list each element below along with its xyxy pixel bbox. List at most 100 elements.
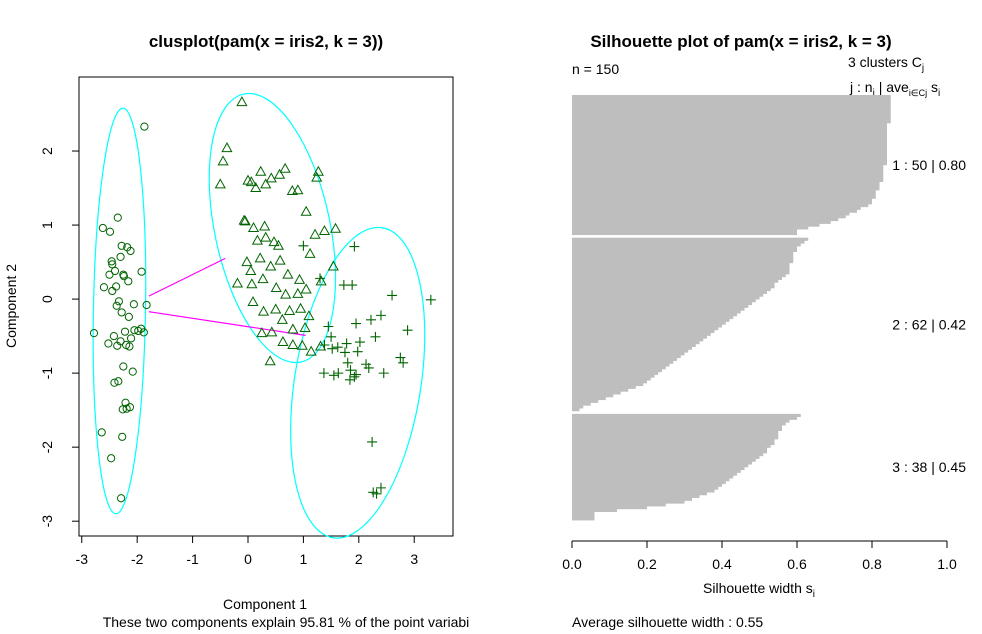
silhouette-bar-cluster-3 — [572, 483, 722, 487]
silhouette-bar-cluster-1 — [572, 203, 869, 208]
silhouette-bar-cluster-3 — [572, 416, 797, 420]
silhouette-bar-cluster-2 — [572, 318, 730, 322]
silhouette-bar-cluster-1 — [572, 195, 876, 199]
silhouette-bar-cluster-3 — [572, 475, 734, 479]
cluster-1-point — [125, 403, 135, 412]
cluster-1-point — [108, 286, 117, 296]
y-tick-label: 0 — [39, 295, 55, 303]
silhouette-bar-cluster-1 — [572, 162, 887, 166]
silhouette-bar-cluster-3 — [572, 452, 764, 457]
cluster-2-point — [274, 254, 286, 265]
silhouette-bar-cluster-2 — [572, 332, 711, 336]
silhouette-bar-cluster-3 — [572, 472, 737, 476]
silhouette-bar-cluster-1 — [572, 164, 884, 169]
silhouette-bar-cluster-2 — [572, 391, 621, 395]
cluster-2-point — [300, 205, 312, 216]
cluster-1-point — [125, 342, 134, 351]
cluster-3-point — [375, 310, 386, 321]
silhouette-bar-cluster-2 — [572, 329, 715, 334]
cluster-1-point — [112, 282, 121, 291]
silhouette-bar-cluster-2 — [572, 366, 666, 370]
silhouette-bar-cluster-2 — [572, 368, 662, 373]
silhouette-bar-cluster-2 — [572, 313, 737, 317]
silhouette-bar-cluster-3 — [572, 489, 715, 493]
connecting-line-1 — [148, 257, 226, 297]
cluster-3-point — [378, 368, 389, 379]
silhouette-bar-cluster-2 — [572, 268, 790, 272]
silhouette-bar-cluster-2 — [572, 262, 790, 266]
cluster-2-point — [279, 162, 291, 173]
silhouette-bar-cluster-2 — [572, 310, 741, 314]
silhouette-x-axis: 0.0 0.2 0.4 0.6 0.8 1.0 — [562, 540, 957, 572]
cluster-2-point — [287, 323, 299, 334]
cluster-1-point — [117, 308, 126, 317]
silhouette-bar-cluster-2 — [572, 304, 749, 308]
cluster-1-point — [142, 300, 151, 310]
cluster-2-label: 2 : 62 | 0.42 — [892, 316, 966, 332]
silhouette-bar-cluster-3 — [572, 480, 726, 485]
cluster-1-point — [110, 378, 119, 387]
cluster-2-point — [280, 288, 292, 299]
silhouette-bar-cluster-2 — [572, 282, 775, 286]
silhouette-bar-cluster-3 — [572, 447, 767, 451]
silhouette-bar-cluster-1 — [572, 134, 887, 138]
cluster-1-point — [105, 227, 115, 236]
cluster-3-point — [387, 290, 398, 301]
cluster-1-point — [126, 246, 135, 256]
cluster-2-point — [264, 355, 276, 366]
cluster-3-point — [370, 331, 381, 342]
silhouette-x-tick-label: 1.0 — [937, 556, 957, 572]
silhouette-bar-cluster-1 — [572, 148, 887, 152]
x-tick-label: -3 — [76, 551, 89, 567]
silhouette-bar-cluster-2 — [572, 380, 647, 384]
silhouette-bar-cluster-1 — [572, 100, 891, 104]
clusplot-panel: clusplot(pam(x = iris2, k = 3)) -3 -2 -1 0 1… — [3, 32, 469, 630]
silhouette-bar-cluster-2 — [572, 335, 707, 339]
cluster-3-point — [298, 240, 309, 251]
silhouette-bar-cluster-2 — [572, 265, 790, 269]
silhouette-bar-cluster-1 — [572, 231, 797, 236]
silhouette-panel: Silhouette plot of pam(x = iris2, k = 3)… — [562, 32, 966, 630]
silhouette-bar-cluster-1 — [572, 206, 861, 210]
cluster-2-point — [286, 184, 298, 196]
cluster-ellipse-2 — [208, 92, 337, 364]
y-tick-label: 1 — [39, 221, 55, 229]
silhouette-bar-cluster-3 — [572, 486, 719, 490]
cluster-2-point — [268, 236, 280, 247]
cluster-1-point — [114, 377, 123, 386]
silhouette-bar-cluster-2 — [572, 299, 756, 303]
silhouette-bar-cluster-3 — [572, 430, 779, 434]
cluster-2-point — [300, 283, 312, 294]
cluster-1-label: 1 : 50 | 0.80 — [892, 157, 966, 173]
cluster-2-point — [303, 310, 315, 321]
cluster-1-point — [107, 454, 116, 463]
cluster-3-point — [395, 352, 406, 363]
silhouette-x-tick-label: 0.0 — [562, 556, 582, 572]
cluster-1-point — [128, 367, 137, 376]
silhouette-bar-cluster-2 — [572, 388, 629, 392]
cluster-1-point — [137, 267, 146, 276]
silhouette-bar-cluster-1 — [572, 229, 797, 233]
cluster-3-point — [319, 339, 330, 350]
silhouette-bar-cluster-3 — [572, 466, 745, 471]
cluster-1-point — [105, 270, 114, 279]
cluster-2-point — [282, 268, 294, 279]
cluster-2-point — [312, 165, 324, 176]
cluster-2-point — [257, 305, 270, 316]
cluster-1-point — [124, 312, 133, 321]
cluster-2-point — [260, 231, 272, 242]
silhouette-bar-cluster-2 — [572, 287, 771, 292]
silhouette-bar-cluster-3 — [572, 500, 685, 504]
cluster-3-point — [333, 368, 344, 379]
cluster-3-point — [361, 359, 372, 370]
silhouette-bar-cluster-3 — [572, 422, 786, 426]
silhouette-bar-cluster-1 — [572, 198, 872, 202]
silhouette-bar-cluster-1 — [572, 97, 891, 101]
cluster-2-point — [329, 222, 342, 233]
silhouette-bar-cluster-2 — [572, 349, 689, 353]
silhouette-bar-cluster-1 — [572, 106, 891, 110]
silhouette-bar-cluster-3 — [572, 494, 700, 499]
silhouette-bar-cluster-2 — [572, 273, 786, 278]
cluster-2-point — [245, 264, 257, 275]
x-tick-label: 1 — [300, 551, 308, 567]
